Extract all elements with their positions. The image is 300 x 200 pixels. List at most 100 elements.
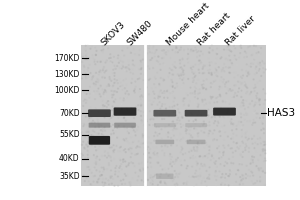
Point [148,99,152,102]
Point [106,154,111,157]
Point [170,120,175,123]
Point [201,131,206,134]
Point [173,176,178,179]
Point [248,102,252,105]
Point [92,170,97,173]
Point [260,144,265,147]
Point [241,104,246,107]
Point [189,47,194,50]
Point [99,133,104,136]
Point [129,136,134,139]
Point [85,115,90,118]
Point [166,75,171,78]
Point [109,146,114,149]
Point [221,153,226,157]
Point [129,146,134,149]
Point [95,78,100,81]
Point [112,107,117,110]
Point [104,59,109,62]
Point [238,175,243,179]
Point [98,60,103,63]
Point [148,182,153,185]
FancyBboxPatch shape [114,123,136,128]
Point [188,157,193,160]
Point [219,135,224,139]
Point [159,151,164,155]
Point [92,83,96,86]
Point [200,81,204,84]
Point [111,100,116,103]
Point [143,48,148,51]
Point [155,103,160,106]
Point [193,74,198,77]
Point [92,161,97,164]
Point [241,99,246,102]
Point [134,68,139,71]
Point [229,122,234,125]
Point [98,136,102,140]
Point [219,109,224,112]
Point [81,122,85,125]
Point [119,108,124,111]
Point [228,135,233,138]
Point [252,105,256,108]
Point [191,156,196,160]
Point [149,102,154,105]
Point [86,66,91,70]
Point [244,178,249,182]
Point [229,122,233,126]
Point [258,136,262,139]
Point [206,132,211,135]
Point [190,136,195,139]
Point [190,154,195,157]
Point [177,111,182,114]
Point [95,181,100,184]
Point [176,116,181,120]
Point [145,46,150,49]
Point [84,176,89,179]
Point [164,183,169,186]
Point [207,101,212,104]
Point [113,173,118,176]
Point [188,139,193,142]
Point [81,176,85,180]
Point [166,49,171,53]
Point [213,79,218,82]
Point [86,126,91,129]
Point [239,102,244,105]
Point [236,183,240,186]
Point [84,143,89,146]
Point [207,177,212,180]
Point [141,168,146,171]
Point [87,133,92,137]
Point [156,161,161,165]
Point [214,69,219,73]
Point [192,119,197,122]
Point [114,164,119,168]
Point [192,175,197,179]
Point [197,125,202,128]
Point [239,67,244,70]
Point [219,153,224,156]
Point [87,134,92,138]
Point [90,76,95,79]
Point [233,47,238,50]
Point [93,156,98,159]
Point [170,81,175,84]
Point [235,146,240,149]
Point [146,150,151,153]
Point [82,146,87,149]
Point [130,69,134,72]
Point [254,116,259,119]
Point [239,116,244,119]
Point [88,85,92,88]
Point [123,77,128,81]
Point [263,143,268,146]
Point [125,46,130,50]
Point [194,51,199,54]
Point [103,154,107,157]
Point [94,74,99,77]
Point [194,169,198,172]
Point [113,90,118,93]
Point [246,71,250,75]
